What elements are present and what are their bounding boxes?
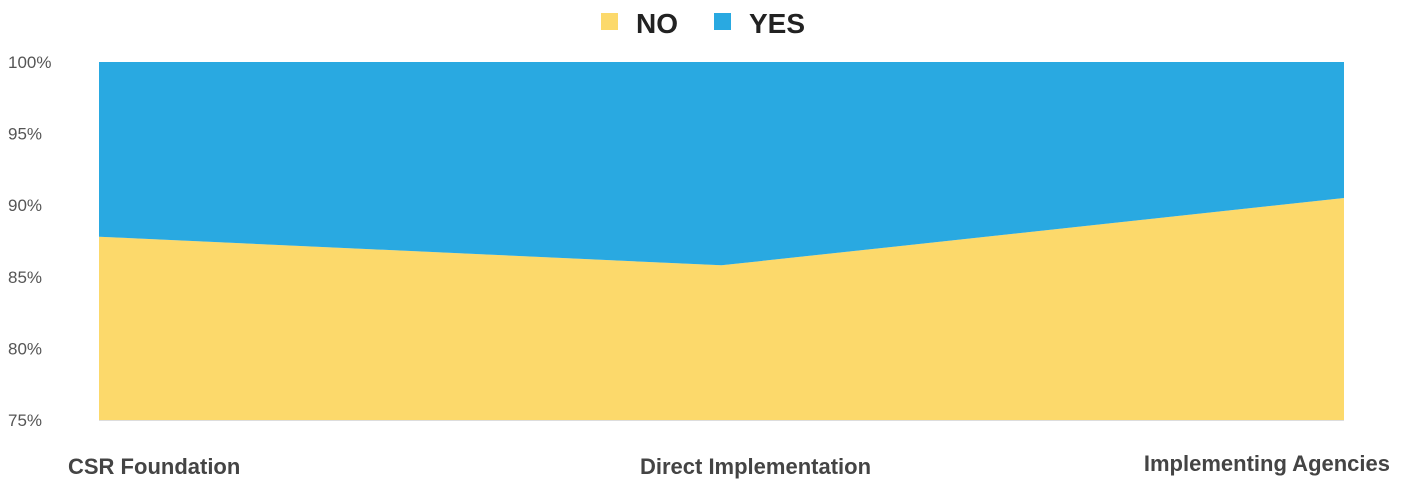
y-tick-label: 100%: [8, 53, 51, 72]
legend-swatch-yes: [713, 12, 731, 30]
legend: NO YES: [0, 4, 1406, 44]
x-category-label: Direct Implementation: [640, 454, 871, 479]
x-category-label: Implementing Agencies: [1144, 451, 1390, 476]
series-area-yes: [99, 62, 1344, 266]
legend-swatch-no: [600, 12, 618, 30]
series-area-no: [99, 198, 1344, 420]
x-category-label: CSR Foundation: [68, 454, 240, 479]
y-tick-label: 95%: [8, 125, 42, 144]
y-tick-label: 90%: [8, 196, 42, 215]
legend-item-yes: YES: [713, 8, 806, 40]
y-tick-label: 75%: [8, 411, 42, 430]
y-tick-label: 85%: [8, 268, 42, 287]
y-tick-label: 80%: [8, 339, 42, 358]
legend-label-yes: YES: [748, 8, 806, 39]
legend-item-no: NO: [600, 8, 678, 40]
legend-label-no: NO: [635, 8, 678, 39]
